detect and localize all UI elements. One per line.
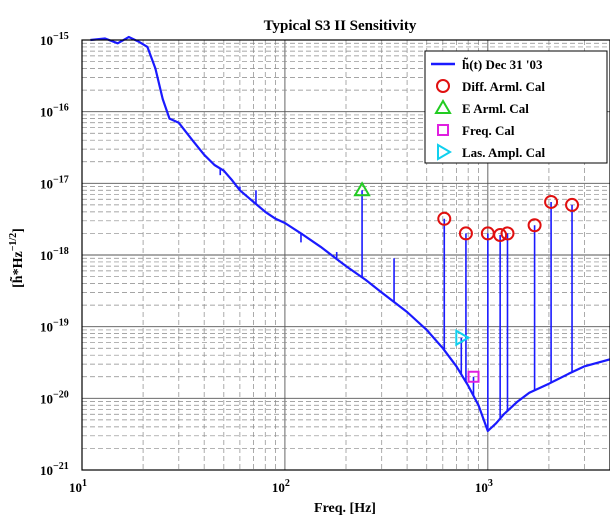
y-tick-label: 10−18 [40, 246, 69, 263]
y-tick-base: 10 [40, 105, 53, 120]
legend-swatch-circle [436, 79, 450, 93]
legend-box [424, 50, 608, 164]
x-tick-base: 10 [475, 480, 488, 495]
marker-circle [437, 211, 452, 226]
y-tick-base: 10 [40, 176, 53, 191]
x-tick-base: 10 [69, 480, 82, 495]
marker-circle [527, 218, 542, 233]
y-tick-label: 10−19 [40, 318, 69, 335]
y-tick-exp: −16 [53, 103, 69, 114]
legend-label: Freq. Cal [462, 123, 515, 138]
y-tick-base: 10 [40, 463, 53, 478]
y-tick-base: 10 [40, 33, 53, 48]
y-tick-exp: −15 [53, 31, 69, 42]
y-tick-label: 10−17 [40, 174, 69, 191]
marker-square [467, 370, 480, 383]
x-tick-exp: 1 [82, 478, 87, 489]
y-label-base: [h̃*Hz [8, 251, 26, 288]
y-tick-label: 10−15 [40, 31, 69, 48]
x-tick-labels: 101 102 103 [69, 478, 493, 495]
x-tick-base: 10 [272, 480, 285, 495]
y-tick-base: 10 [40, 248, 53, 263]
plot-frame [81, 39, 610, 471]
x-tick-label: 102 [272, 478, 290, 495]
marker-circle [458, 226, 473, 241]
y-tick-exp: −18 [53, 246, 69, 257]
x-tick-label: 103 [475, 478, 493, 495]
legend-label: E Arml. Cal [462, 101, 529, 116]
marker-circle [493, 228, 508, 243]
y-tick-exp: −17 [53, 174, 69, 185]
y-tick-label: 10−21 [40, 461, 69, 478]
legend-swatch-triangle-up [434, 99, 452, 114]
x-tick-exp: 3 [488, 478, 493, 489]
y-label-exp: −1/2 [8, 233, 19, 251]
marker-circle [544, 194, 559, 209]
y-tick-base: 10 [40, 391, 53, 406]
marker-circle [500, 226, 515, 241]
legend-label: h̃(t) Dec 31 '03 [462, 57, 543, 72]
y-tick-exp: −20 [53, 389, 69, 400]
legend-swatch-square [437, 124, 449, 136]
y-label-close: ] [11, 228, 26, 233]
legend-label: Diff. Arml. Cal [462, 79, 545, 94]
x-tick-label: 101 [69, 478, 87, 495]
y-axis-label: [h̃*Hz−1/2] [8, 228, 26, 288]
marker-triangle-up [353, 181, 371, 197]
y-tick-label: 10−16 [40, 103, 69, 120]
y-tick-exp: −19 [53, 318, 69, 329]
legend: h̃(t) Dec 31 '03 Diff. Arml. Cal E Arml. C… [424, 50, 608, 164]
marker-circle [565, 197, 580, 212]
x-tick-exp: 2 [285, 478, 290, 489]
curve-layer [90, 35, 610, 433]
legend-label: Las. Ampl. Cal [462, 145, 545, 160]
chart-title: Typical S3 II Sensitivity [264, 18, 417, 34]
y-tick-exp: −21 [53, 461, 69, 472]
x-axis-label: Freq. [Hz] [314, 501, 376, 516]
y-tick-label: 10−20 [40, 389, 69, 406]
noise-curve [90, 35, 610, 433]
y-tick-base: 10 [40, 320, 53, 335]
legend-swatch-triangle-right [437, 143, 452, 161]
marker-layer [353, 181, 580, 383]
marker-triangle-right [455, 329, 471, 347]
